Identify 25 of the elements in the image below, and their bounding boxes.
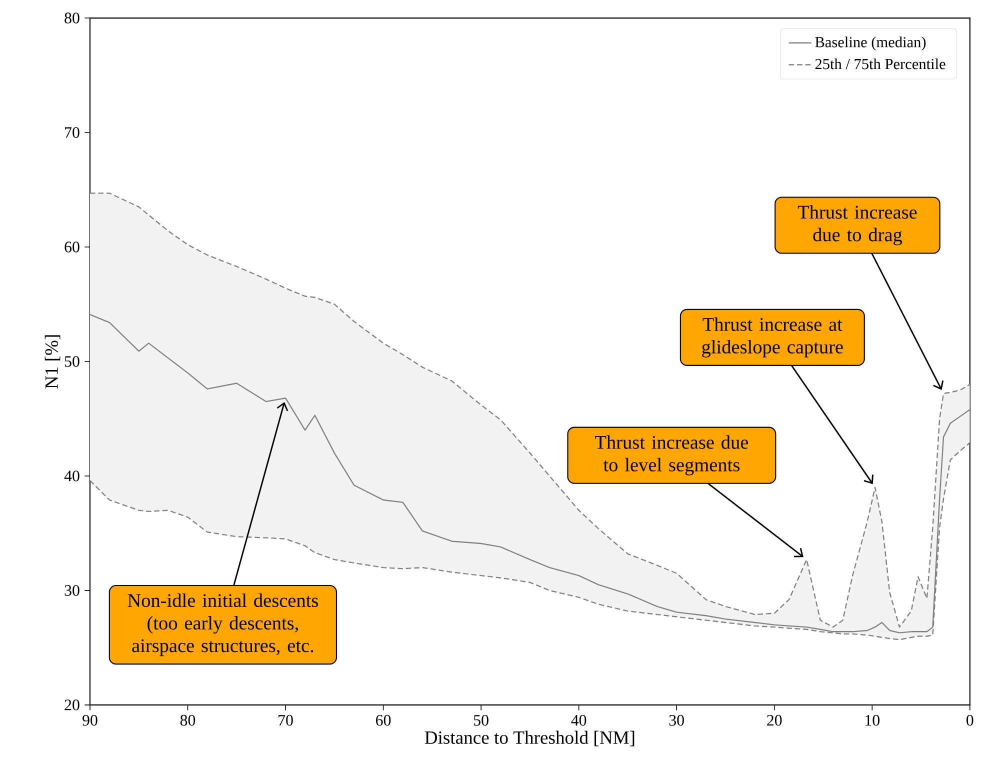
legend-label: Baseline (median) xyxy=(815,36,926,50)
annotation: Non-idle initial descents (too early descents, airspace structures, etc. xyxy=(128,594,318,656)
y-tick-label: 80 xyxy=(64,12,80,24)
y-tick-label: 20 xyxy=(64,700,80,710)
annotation: Thrust increase at glideslope capture xyxy=(702,317,843,358)
y-axis-title: N1 [%] xyxy=(44,335,60,389)
x-tick-label: 10 xyxy=(866,714,880,726)
x-tick-label: 80 xyxy=(180,714,196,726)
x-tick-label: 50 xyxy=(474,714,488,726)
x-tick-label: 40 xyxy=(571,714,586,726)
y-tick-label: 60 xyxy=(64,242,80,252)
x-tick-label: 60 xyxy=(376,714,391,726)
annotation: Thrust increase due to drag xyxy=(798,205,917,246)
x-tick-label: 90 xyxy=(82,714,98,726)
x-tick-label: 0 xyxy=(966,714,974,726)
annotation: Thrust increase due to level segments xyxy=(595,435,748,476)
x-tick-label: 20 xyxy=(767,714,782,726)
y-tick-label: 70 xyxy=(65,127,80,138)
y-tick-label: 30 xyxy=(64,585,80,596)
y-tick-label: 40 xyxy=(64,470,80,482)
x-tick-label: 30 xyxy=(669,714,684,726)
legend-label: 25th / 75th Percentile xyxy=(815,58,946,70)
x-tick-label: 70 xyxy=(278,714,293,726)
x-axis-title: Distance to Threshold [NM] xyxy=(424,730,634,746)
y-tick-label: 50 xyxy=(64,356,80,367)
